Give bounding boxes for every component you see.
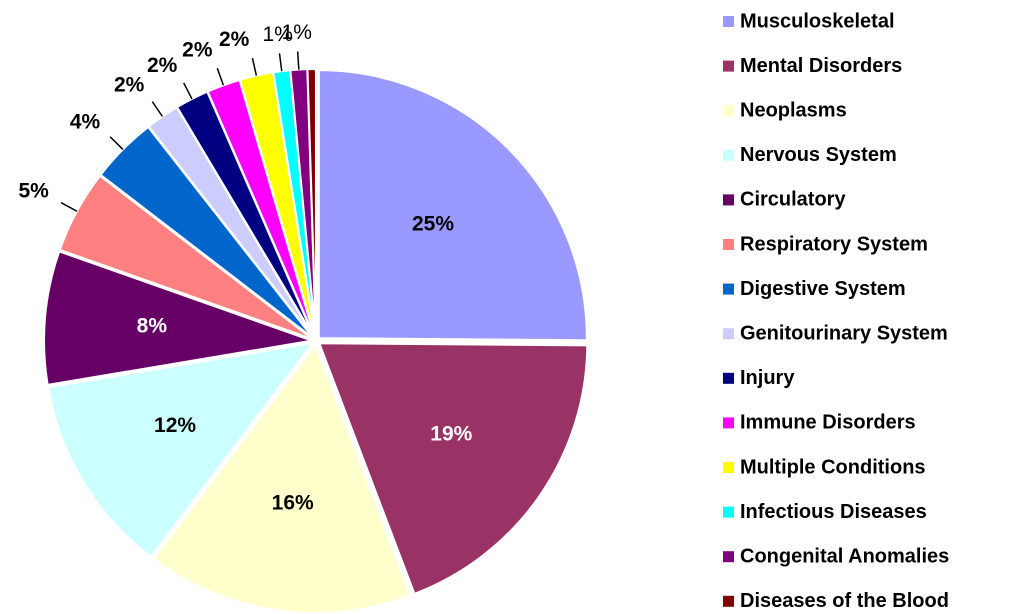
- pie-slice: [58, 174, 314, 341]
- data-label: 5%: [18, 180, 49, 203]
- pie-slice: [317, 342, 589, 596]
- pie-slice: [152, 342, 412, 614]
- leader-line: [151, 101, 164, 117]
- data-label: 2%: [182, 39, 213, 62]
- legend-swatch: [723, 506, 734, 518]
- legend-swatch: [723, 462, 734, 473]
- legend-swatch: [723, 16, 734, 27]
- legend-swatch: [723, 239, 734, 250]
- legend-swatch: [723, 149, 734, 161]
- legend-label: Congenital Anomalies: [740, 545, 949, 567]
- legend-swatch: [723, 283, 734, 295]
- legend-swatch: [723, 328, 734, 340]
- data-label: 1%: [263, 23, 293, 46]
- legend-swatch: [723, 105, 734, 117]
- data-label: 2%: [147, 54, 178, 77]
- pie-slice: [43, 250, 313, 387]
- leader-line: [278, 53, 283, 72]
- legend-label: Infectious Diseases: [740, 501, 927, 523]
- legend-label: Neoplasms: [740, 99, 847, 121]
- legend-swatch: [723, 595, 734, 607]
- legend-label: Genitourinary System: [740, 322, 948, 344]
- legend-swatch: [723, 372, 734, 384]
- pie-slice: [47, 341, 315, 559]
- data-label: 1%: [282, 21, 312, 44]
- data-label: 4%: [70, 110, 101, 133]
- legend-label: Circulatory: [740, 189, 846, 211]
- legend-label: Musculoskeletal: [740, 10, 895, 32]
- data-label: 19%: [430, 423, 472, 446]
- legend-label: Diseases of the Blood: [740, 590, 949, 612]
- data-label: 2%: [219, 28, 250, 51]
- leader-line: [183, 82, 193, 100]
- leader-line: [109, 136, 124, 150]
- leader-line: [251, 57, 258, 76]
- pie-slice: [317, 69, 588, 342]
- legend-label: Respiratory System: [740, 233, 928, 255]
- legend-label: Mental Disorders: [740, 55, 902, 77]
- legend-label: Injury: [740, 367, 795, 389]
- legend-label: Nervous System: [740, 144, 897, 166]
- data-label: 8%: [137, 314, 168, 337]
- leader-line: [216, 68, 225, 86]
- data-label: 25%: [412, 212, 454, 235]
- data-label: 12%: [154, 414, 196, 437]
- legend-swatch: [723, 194, 734, 206]
- data-label: 16%: [272, 492, 314, 515]
- leader-line: [296, 51, 300, 70]
- legend-label: Immune Disorders: [740, 412, 916, 434]
- data-label: 2%: [114, 74, 145, 97]
- leader-line: [60, 201, 78, 212]
- legend-label: Digestive System: [740, 278, 906, 300]
- legend-swatch: [723, 417, 734, 429]
- pie-slice: [306, 68, 317, 338]
- legend-swatch: [723, 551, 734, 563]
- legend-label: Multiple Conditions: [740, 456, 926, 478]
- legend-swatch: [723, 60, 734, 72]
